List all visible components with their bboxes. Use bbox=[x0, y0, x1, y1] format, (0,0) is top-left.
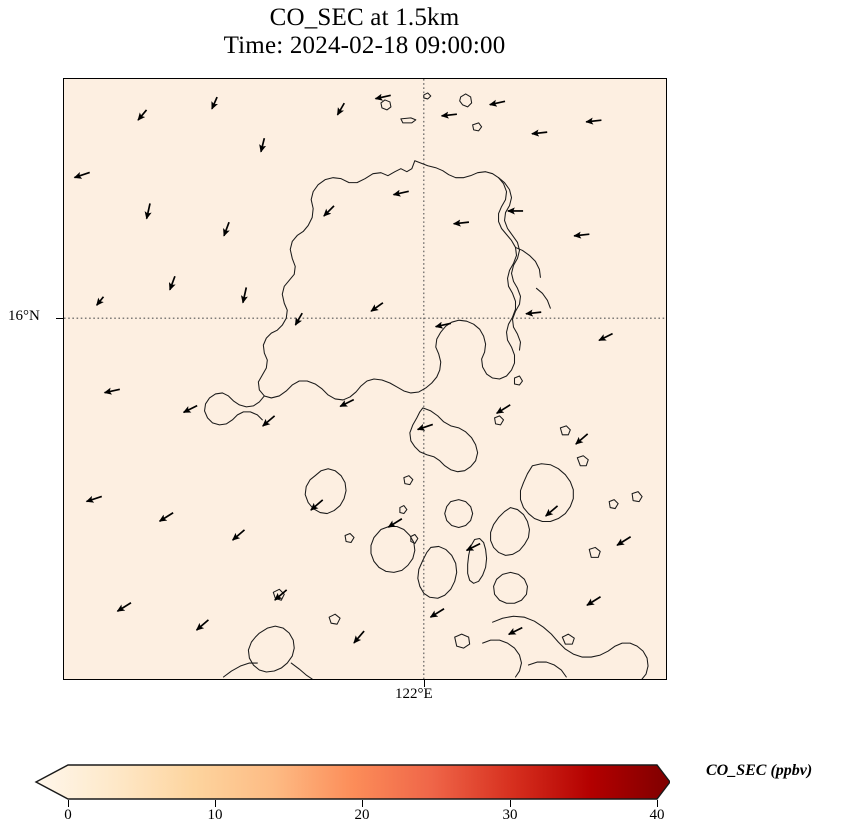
wind-arrow bbox=[353, 630, 365, 644]
wind-arrow bbox=[573, 231, 590, 239]
figure-title: CO_SEC at 1.5km Time: 2024-02-18 09:00:0… bbox=[0, 4, 729, 60]
wind-arrow bbox=[137, 109, 148, 121]
wind-arrow bbox=[103, 387, 120, 395]
wind-arrow bbox=[96, 296, 105, 306]
colorbar-ticklabel: 0 bbox=[64, 807, 72, 823]
wind-arrow bbox=[158, 512, 174, 522]
wind-arrow bbox=[575, 433, 589, 445]
wind-arrow bbox=[440, 111, 457, 119]
colorbar-tick-40 bbox=[657, 800, 659, 807]
title-primary: CO_SEC at 1.5km bbox=[269, 4, 460, 31]
wind-arrow bbox=[585, 117, 602, 125]
wind-arrow bbox=[598, 332, 613, 342]
wind-arrow bbox=[182, 404, 198, 414]
wind-arrow bbox=[310, 499, 324, 511]
wind-arrow bbox=[495, 404, 511, 415]
wind-arrow bbox=[339, 398, 355, 408]
wind-arrow bbox=[616, 536, 632, 546]
wind-arrow bbox=[586, 596, 601, 606]
colorbar-gradient[interactable] bbox=[30, 758, 670, 806]
wind-arrow bbox=[274, 589, 288, 601]
map-plot-area[interactable] bbox=[63, 78, 667, 680]
colorbar-tick-30 bbox=[510, 800, 512, 807]
colorbar-ticklabel: 30 bbox=[502, 807, 518, 823]
gridlines bbox=[64, 79, 666, 679]
wind-arrow bbox=[545, 505, 559, 517]
wind-arrow bbox=[525, 309, 542, 317]
coastlines bbox=[204, 92, 649, 679]
wind-arrow bbox=[195, 619, 209, 631]
wind-arrow bbox=[452, 219, 470, 227]
wind-arrow bbox=[168, 275, 176, 291]
wind-arrow bbox=[370, 302, 384, 312]
wind-arrow bbox=[231, 529, 246, 541]
wind-arrow bbox=[144, 203, 152, 220]
colorbar-tick-10 bbox=[215, 800, 217, 807]
wind-arrow bbox=[73, 171, 90, 179]
wind-arrow bbox=[429, 608, 445, 618]
wind-arrow bbox=[85, 495, 103, 503]
wind-arrow bbox=[374, 93, 391, 101]
wind-arrow bbox=[465, 542, 481, 552]
wind-arrow bbox=[336, 102, 346, 116]
map-canvas bbox=[64, 79, 666, 679]
wind-arrow bbox=[531, 129, 548, 137]
wind-arrow bbox=[434, 321, 452, 329]
wind-arrow bbox=[223, 221, 230, 237]
wind-arrow bbox=[116, 602, 132, 612]
wind-arrow bbox=[507, 626, 523, 636]
wind-arrow bbox=[294, 312, 303, 326]
wind-arrow bbox=[259, 137, 267, 153]
colorbar-tick-0 bbox=[68, 800, 70, 807]
wind-arrow bbox=[323, 205, 335, 217]
title-timestamp: Time: 2024-02-18 09:00:00 bbox=[223, 32, 506, 59]
wind-arrow bbox=[387, 518, 403, 528]
wind-arrow bbox=[240, 287, 248, 304]
wind-vector-field bbox=[73, 93, 632, 644]
wind-arrow bbox=[488, 99, 506, 107]
colorbar-axis-label: CO_SEC (ppbv) bbox=[706, 762, 813, 779]
colorbar-tick-20 bbox=[362, 800, 364, 807]
wind-arrow bbox=[416, 423, 434, 431]
x-tick-mark bbox=[424, 680, 426, 687]
y-tick-mark bbox=[56, 317, 63, 319]
y-axis-tick-label: 16°N bbox=[8, 308, 40, 324]
wind-arrow bbox=[211, 96, 218, 110]
colorbar-ticklabel: 10 bbox=[207, 807, 223, 823]
colorbar-ticklabel: 40 bbox=[649, 807, 665, 823]
x-axis-tick-label: 122°E bbox=[395, 686, 433, 702]
wind-arrow bbox=[262, 415, 276, 427]
colorbar-ticklabel: 20 bbox=[354, 807, 370, 823]
wind-arrow bbox=[392, 189, 409, 197]
